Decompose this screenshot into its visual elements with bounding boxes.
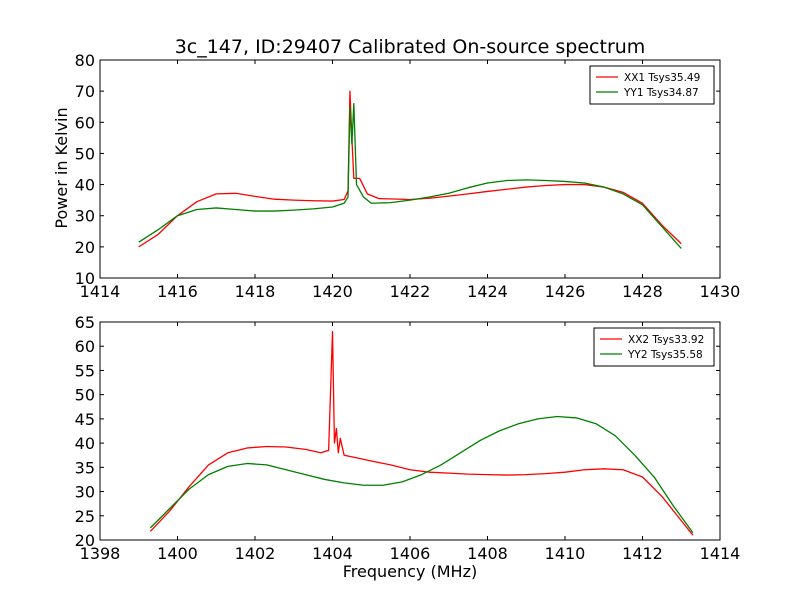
x-tick-label: 1412 <box>622 544 663 563</box>
bottom-panel: 1398 1400 1402 1404 1406 1408 1410 1412 1414 20 25… <box>75 313 741 563</box>
y-tick-label: 45 <box>75 410 95 429</box>
series-line-2 <box>149 415 694 534</box>
x-tick-label: 1426 <box>545 282 586 301</box>
legend-box <box>593 327 715 367</box>
y-tick-label: 55 <box>75 361 95 380</box>
x-tick-label: 1400 <box>157 544 198 563</box>
y-tick-label: 20 <box>75 238 95 257</box>
y-tick-label: 20 <box>75 531 95 550</box>
x-tick-label: 1430 <box>700 282 741 301</box>
y-tick-label: 40 <box>75 176 95 195</box>
figure-title: 3c_147, ID:29407 Calibrated On-source sp… <box>175 36 646 58</box>
y-tick-label: 35 <box>75 458 95 477</box>
legend: XX1 Tsys35.49 YY1 Tsys34.87 <box>589 65 715 105</box>
x-tick-label: 1422 <box>390 282 431 301</box>
x-tick-label: 1428 <box>622 282 663 301</box>
x-tick-label: 1402 <box>235 544 276 563</box>
x-tick-label: 1416 <box>157 282 198 301</box>
y-tick-label: 50 <box>75 386 95 405</box>
x-tick-label: 1420 <box>312 282 353 301</box>
x-tick-label: 1404 <box>312 544 353 563</box>
y-tick-label: 70 <box>75 82 95 101</box>
x-tick-label: 1414 <box>80 282 121 301</box>
y-axis-label: Power in Kelvin <box>52 107 71 228</box>
y-tick-label: 40 <box>75 434 95 453</box>
top-panel: 1414 1416 1418 1420 1422 1424 1426 1428 1430 10 20… <box>75 51 741 301</box>
y-tick-label: 60 <box>75 113 95 132</box>
y-tick-label: 30 <box>75 207 95 226</box>
series-line-1 <box>149 331 694 536</box>
series-line-2 <box>138 102 682 249</box>
legend-label: XX1 Tsys35.49 <box>624 72 700 84</box>
y-tick-label: 50 <box>75 144 95 163</box>
y-tick-label: 80 <box>75 51 95 70</box>
x-tick-label: 1424 <box>467 282 508 301</box>
legend: XX2 Tsys33.92 YY2 Tsys35.58 <box>593 327 715 367</box>
legend-label: YY1 Tsys34.87 <box>623 87 699 99</box>
x-tick-label: 1418 <box>235 282 276 301</box>
x-tick-label: 1398 <box>80 544 121 563</box>
series-line-1 <box>138 90 682 248</box>
y-tick-label: 25 <box>75 507 95 526</box>
x-tick-label: 1410 <box>545 544 586 563</box>
legend-box <box>589 65 715 105</box>
x-axis-label: Frequency (MHz) <box>343 562 477 581</box>
legend-label: YY2 Tsys35.58 <box>627 349 703 361</box>
legend-label: XX2 Tsys33.92 <box>628 334 704 346</box>
x-tick-label: 1408 <box>467 544 508 563</box>
x-tick-label: 1406 <box>390 544 431 563</box>
y-tick-label: 60 <box>75 337 95 356</box>
y-tick-label: 65 <box>75 313 95 332</box>
y-tick-label: 10 <box>75 269 95 288</box>
x-tick-label: 1414 <box>700 544 741 563</box>
y-tick-label: 30 <box>75 483 95 502</box>
